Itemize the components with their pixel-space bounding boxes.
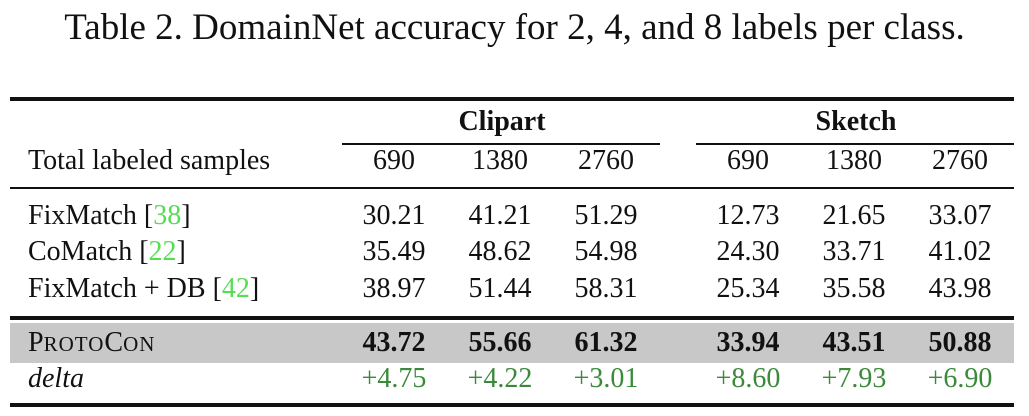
table-cell: 41.02 [928, 236, 992, 267]
delta-cell: +7.93 [821, 363, 887, 394]
table-cell-best: 43.51 [822, 327, 886, 358]
col-header: 1380 [826, 145, 882, 176]
table-cell: 58.31 [574, 273, 638, 304]
citation-link[interactable]: 38 [153, 200, 182, 231]
group-header-clipart: Clipart [458, 106, 546, 137]
table-caption: Table 2. DomainNet accuracy for 2, 4, an… [64, 7, 965, 48]
table-cell: 41.21 [468, 200, 532, 231]
delta-label: delta [28, 363, 84, 394]
table-cell-best: 43.72 [362, 327, 426, 358]
method-label: CoMatch [22] [28, 236, 186, 267]
table-cell: 48.62 [468, 236, 532, 267]
delta-cell: +4.75 [361, 363, 427, 394]
citation-link[interactable]: 22 [148, 236, 177, 267]
delta-cell: +3.01 [573, 363, 639, 394]
citation-link[interactable]: 42 [221, 273, 250, 304]
table-cell: 33.71 [822, 236, 886, 267]
delta-cell: +8.60 [715, 363, 781, 394]
table-cell-best: 50.88 [928, 327, 992, 358]
method-label-protocon: PROTOCON [28, 327, 156, 358]
method-label: FixMatch + DB [42] [28, 273, 260, 304]
table-cell: 54.98 [574, 236, 638, 267]
delta-cell: +4.22 [467, 363, 533, 394]
table-cell-best: 55.66 [468, 327, 532, 358]
table-cell-best: 61.32 [574, 327, 638, 358]
table-cell: 21.65 [822, 200, 886, 231]
table-cell: 51.44 [468, 273, 532, 304]
sketch-cmidrule [696, 143, 1014, 145]
top-rule [10, 97, 1014, 101]
col-header: 2760 [578, 145, 634, 176]
bottom-rule [10, 403, 1014, 407]
table-cell: 24.30 [716, 236, 780, 267]
table-cell: 12.73 [716, 200, 780, 231]
table-cell: 35.49 [362, 236, 426, 267]
col-header: 690 [727, 145, 769, 176]
mid-rule [10, 316, 1014, 320]
row-header-label: Total labeled samples [28, 145, 271, 176]
table-cell: 38.97 [362, 273, 426, 304]
table-cell: 51.29 [574, 200, 638, 231]
method-label: FixMatch [38] [28, 200, 191, 231]
table-cell-best: 33.94 [716, 327, 780, 358]
table-cell: 25.34 [716, 273, 780, 304]
group-header-sketch: Sketch [815, 106, 897, 137]
table-cell: 43.98 [928, 273, 992, 304]
table-cell: 33.07 [928, 200, 992, 231]
protocon-row-highlight [10, 323, 1014, 363]
header-rule [10, 187, 1014, 189]
col-header: 690 [373, 145, 415, 176]
table-cell: 30.21 [362, 200, 426, 231]
col-header: 1380 [472, 145, 528, 176]
col-header: 2760 [932, 145, 988, 176]
delta-cell: +6.90 [927, 363, 993, 394]
clipart-cmidrule [342, 143, 660, 145]
table-cell: 35.58 [822, 273, 886, 304]
